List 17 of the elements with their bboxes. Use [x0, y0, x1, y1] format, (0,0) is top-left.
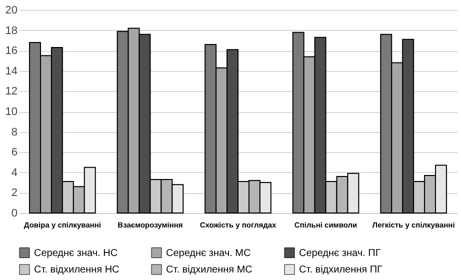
- y-tick-label: 18: [5, 24, 18, 37]
- legend-label: Ст. відхилення НС: [34, 264, 120, 276]
- y-tick-label: 2: [11, 187, 18, 200]
- y-tick-label: 16: [5, 45, 18, 58]
- y-tick-label: 14: [5, 65, 18, 78]
- legend-label: Середнє знач. НС: [34, 248, 118, 259]
- y-tick-label: 8: [11, 126, 18, 138]
- y-tick-label: 0: [11, 208, 18, 220]
- y-tick-label: 20: [5, 4, 18, 16]
- y-tick-label: 6: [11, 146, 18, 159]
- legend-label: Середнє знач. МС: [166, 248, 251, 259]
- legend-label: Ст. відхилення ПГ: [299, 264, 384, 276]
- legend-label: Середнє знач. ПГ: [299, 248, 382, 259]
- y-tick-label: 10: [5, 106, 18, 118]
- legend-label: Ст. відхилення МС: [166, 264, 252, 276]
- y-tick-label: 12: [5, 86, 18, 98]
- y-tick-label: 4: [11, 166, 18, 179]
